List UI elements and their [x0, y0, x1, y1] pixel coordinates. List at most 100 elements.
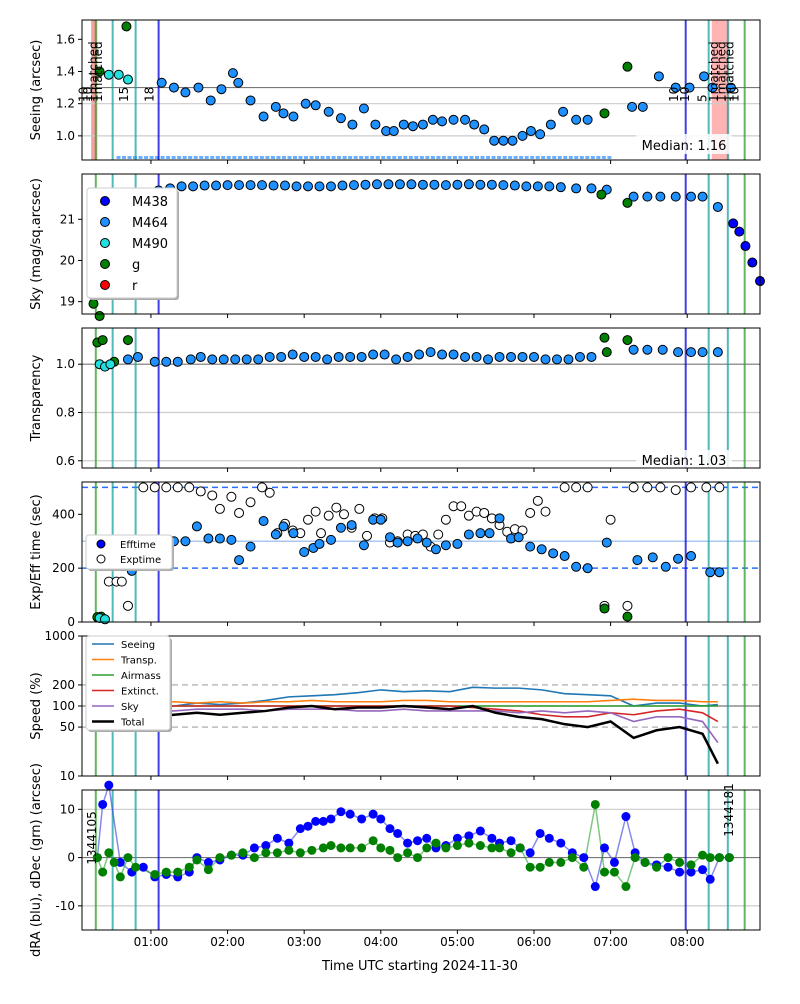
seeing-point	[653, 71, 664, 82]
exposure-panel-frame	[81, 481, 761, 623]
seeing-point	[335, 113, 346, 124]
exposure-marker	[403, 156, 408, 159]
y-tick-label: 1.4	[56, 64, 75, 78]
exposure-marker	[337, 156, 342, 159]
efftime-point	[475, 528, 486, 539]
efftime-point	[463, 529, 474, 540]
y-tick-label: 1.0	[56, 357, 75, 371]
exposure-marker	[497, 156, 502, 159]
ddec-point	[123, 853, 133, 863]
efftime-point	[421, 537, 432, 548]
exposure-marker	[364, 156, 369, 159]
seeing-point	[558, 106, 569, 117]
seeing-point	[637, 101, 648, 112]
ddec-point	[698, 850, 708, 860]
ddec-point	[150, 869, 160, 879]
y-tick-label: 400	[52, 507, 75, 521]
transparency-point	[506, 351, 517, 362]
dra-point	[284, 838, 294, 848]
dra-point	[98, 799, 108, 809]
transparency-point	[712, 347, 723, 358]
seeing-point-g	[622, 61, 633, 72]
transparency-point-g	[622, 335, 633, 346]
exposure-marker	[342, 156, 347, 159]
ddec-point	[525, 862, 535, 872]
dra-point	[686, 867, 696, 877]
exptime-point	[245, 497, 256, 508]
transparency-point	[132, 351, 143, 362]
exposure-marker	[486, 156, 491, 159]
exptime-point	[686, 482, 697, 493]
seeing-point	[507, 135, 518, 146]
vertical-label: 1matched	[86, 41, 100, 102]
exposure-marker	[513, 156, 518, 159]
transparency-point-g	[122, 335, 133, 346]
legend-marker	[100, 280, 110, 290]
transparency-point	[574, 351, 585, 362]
exptime-point	[433, 529, 444, 540]
legend-marker	[96, 554, 106, 564]
efftime-point	[632, 555, 643, 566]
sky-point	[211, 180, 222, 191]
y-tick-label: 50	[60, 720, 75, 734]
legend-label: Airmass	[121, 671, 161, 682]
seeing-point	[517, 130, 528, 141]
dra-point	[487, 833, 497, 843]
ddec-point	[173, 867, 183, 877]
ddec-point	[515, 843, 525, 853]
dra-point	[506, 836, 516, 846]
seeing-point	[156, 77, 167, 88]
transparency-point	[241, 354, 252, 365]
ddec-point	[640, 857, 650, 867]
ddec-point	[413, 853, 423, 863]
start-exposure-label: 1344105	[85, 811, 99, 864]
offset-panel-frame	[81, 789, 761, 931]
exposure-marker	[386, 156, 391, 159]
median-annotation: Median: 1.03	[642, 454, 727, 469]
sky-point	[509, 180, 520, 191]
sky-point	[371, 179, 382, 190]
seeing-point	[227, 68, 238, 79]
ddec-point	[98, 867, 108, 877]
x-tick-label: 05:00	[440, 935, 475, 949]
transparency-point	[657, 344, 668, 355]
seeing-point	[437, 116, 448, 127]
seeing-point	[627, 101, 638, 112]
efftime-point	[325, 534, 336, 545]
transparency-point	[230, 354, 241, 365]
y-tick-label: 1.0	[56, 129, 75, 143]
exptime-point	[184, 482, 195, 493]
exposure-marker	[326, 156, 331, 159]
ddec-point	[506, 848, 516, 858]
efftime-point	[226, 534, 237, 545]
ddec-point	[579, 862, 589, 872]
dra-point	[452, 833, 462, 843]
ddec-point	[544, 857, 554, 867]
vertical-label: 15	[117, 87, 131, 102]
ddec-point	[326, 841, 336, 851]
sky-point	[337, 180, 348, 191]
y-axis-title: Transparency	[29, 354, 44, 442]
ddec-point	[556, 857, 566, 867]
efftime-point	[686, 551, 697, 562]
ddec-point	[357, 843, 367, 853]
ddec-point	[686, 860, 696, 870]
exposure-marker	[199, 156, 204, 159]
exptime-point	[525, 507, 536, 518]
transparency-point	[299, 351, 310, 362]
efftime-point	[402, 536, 413, 547]
exptime-point	[582, 482, 593, 493]
ddec-point	[249, 853, 259, 863]
seeing-point-m490	[113, 69, 124, 80]
sky-point	[440, 180, 451, 191]
exposure-marker	[546, 156, 551, 159]
efftime-point	[440, 540, 451, 551]
exposure-marker	[309, 156, 314, 159]
exposure-marker	[193, 156, 198, 159]
exposure-marker	[381, 156, 386, 159]
exposure-marker	[259, 156, 264, 159]
exposure-marker	[144, 156, 149, 159]
exposure-marker	[188, 156, 193, 159]
x-tick-label: 07:00	[593, 935, 628, 949]
seeing-point	[498, 135, 509, 146]
